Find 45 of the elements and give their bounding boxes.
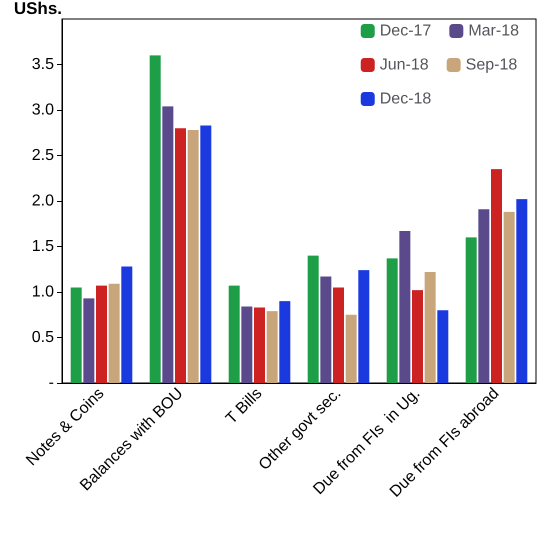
y-tick-label: 3.0 [32,102,54,118]
y-tick-label: 2.5 [32,147,54,164]
bar [121,266,132,383]
legend-label: Dec-17 [380,22,432,40]
legend-label: Sep-18 [466,56,518,74]
bar [478,209,490,383]
legend-label: Mar-18 [468,22,520,40]
bar [437,310,448,383]
x-tick-label: T Bills [222,384,266,428]
bar [424,272,436,383]
bar [466,237,477,383]
bar [175,128,186,383]
bar [108,284,120,383]
y-tick-label: 2.0 [32,192,54,210]
bar [320,276,332,383]
bar [308,256,319,383]
legend-label: Dec-18 [380,90,432,108]
bar [412,290,423,383]
bar [399,231,410,383]
y-tick-label: 1.5 [32,238,54,255]
bar [358,270,370,383]
bar [254,307,265,383]
y-tick-label: 1.0 [32,284,54,300]
bar [200,125,212,383]
bar [346,314,357,383]
legend-label: Jun-18 [380,56,429,74]
bar [83,298,94,383]
y-tick-label: 3.5 [32,56,54,73]
bar [96,286,107,383]
bar [386,258,398,383]
bar [333,287,344,383]
bar [188,130,199,383]
bar [150,55,161,383]
y-axis-title: UShs. [14,0,62,18]
bar [70,287,82,383]
bar [279,301,290,383]
bar [241,306,252,383]
bar [491,169,502,383]
bar [504,212,515,383]
bar [228,286,240,383]
y-tick-label: 0.5 [32,329,54,346]
bar [516,199,528,383]
y-tick-label: - [48,374,54,392]
bar [162,106,174,383]
bar [266,311,278,383]
